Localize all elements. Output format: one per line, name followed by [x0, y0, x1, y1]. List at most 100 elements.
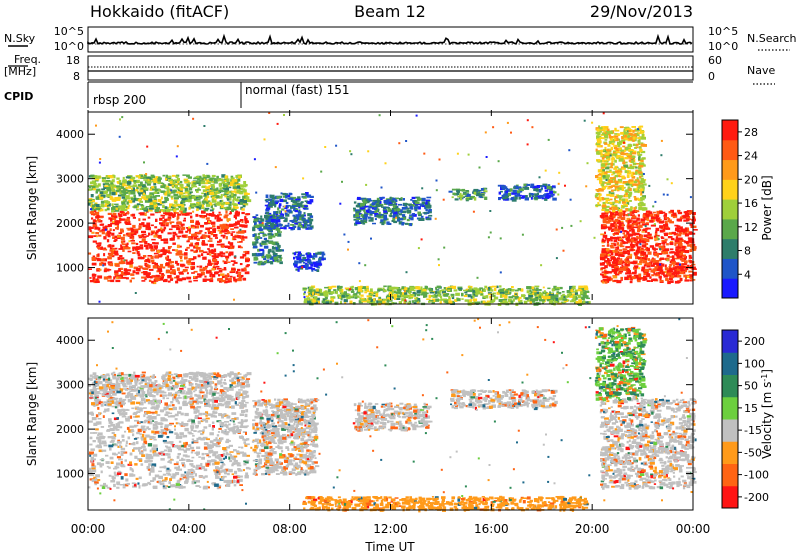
- power-cell-0: [153, 245, 158, 249]
- power-cell-3: [293, 215, 298, 219]
- power-cell-9: [638, 236, 643, 240]
- power-cell-10: [632, 143, 636, 146]
- power-cell-7: [544, 189, 549, 192]
- power-cell-0: [176, 235, 182, 238]
- power-cell-8: [503, 301, 509, 305]
- power-cell-0: [212, 257, 216, 260]
- power-cell-3: [307, 220, 311, 223]
- power-noise-cell: [546, 194, 548, 197]
- power-cell-0: [216, 260, 219, 265]
- power-cell-0: [230, 245, 235, 248]
- power-cell-9: [669, 267, 673, 270]
- power-cell-5: [375, 209, 379, 213]
- power-cell-1: [184, 207, 187, 211]
- power-cell-9: [640, 249, 645, 251]
- power-cell-8: [542, 300, 546, 303]
- power-cell-0: [109, 249, 113, 252]
- power-cell-5: [421, 197, 426, 202]
- power-cell-8: [435, 289, 440, 291]
- power-cell-0: [145, 275, 150, 278]
- power-cell-3: [288, 227, 293, 229]
- power-cell-3: [282, 195, 287, 198]
- power-cell-7: [547, 184, 551, 186]
- power-cell-1: [106, 177, 110, 180]
- power-cell-8: [349, 300, 353, 304]
- power-cell-9: [602, 220, 607, 224]
- freq-tick-top: 18: [66, 54, 80, 67]
- power-cell-8: [326, 291, 332, 294]
- power-cell-8: [354, 287, 358, 291]
- power-cell-5: [381, 222, 385, 226]
- power-cell-10: [615, 151, 621, 154]
- power-cell-10: [611, 160, 614, 163]
- power-cell-2: [253, 261, 258, 264]
- power-cell-5: [383, 210, 388, 213]
- power-cell-1: [121, 180, 125, 183]
- power-cell-3: [276, 215, 282, 218]
- power-cell-0: [129, 227, 134, 231]
- power-cell-8: [585, 301, 589, 304]
- power-cell-8: [377, 288, 382, 291]
- nsearch-label: N.Search: [747, 32, 797, 45]
- power-cell-8: [562, 298, 568, 301]
- power-cell-9: [607, 271, 612, 274]
- power-cell-10: [606, 183, 611, 185]
- power-cell-9: [679, 277, 683, 281]
- power-cell-10: [614, 127, 617, 131]
- power-cell-0: [102, 248, 108, 251]
- power-cell-0: [206, 213, 211, 216]
- power-cell-5: [362, 217, 368, 221]
- power-cell-4: [293, 252, 297, 256]
- power-cell-10: [625, 154, 631, 156]
- power-cell-0: [117, 235, 121, 238]
- power-cell-9: [679, 217, 684, 220]
- power-cell-9: [629, 280, 633, 284]
- power-cell-3: [295, 208, 298, 210]
- power-cell-9: [614, 266, 619, 268]
- power-cell-9: [606, 248, 610, 251]
- power-cell-9: [655, 244, 659, 247]
- power-cell-5: [428, 214, 433, 217]
- power-cell-9: [642, 241, 647, 244]
- power-cell-2: [259, 228, 264, 231]
- power-cell-0: [91, 217, 94, 220]
- power-cell-3: [273, 224, 279, 228]
- power-cell-9: [601, 267, 606, 269]
- power-cell-9: [610, 214, 613, 217]
- power-cell-0: [102, 258, 107, 262]
- power-cell-6: [484, 196, 488, 200]
- power-cell-0: [142, 224, 147, 228]
- power-cell-8: [311, 289, 316, 293]
- power-cell-0: [237, 220, 241, 223]
- power-cell-10: [638, 154, 641, 159]
- power-cell-9: [613, 279, 619, 282]
- power-cell-1: [120, 208, 126, 211]
- power-cell-0: [189, 244, 193, 247]
- power-cell-7: [514, 187, 519, 189]
- power-cell-0: [120, 271, 124, 275]
- power-cell-0: [218, 211, 221, 214]
- power-cell-10: [639, 188, 644, 192]
- power-cell-0: [103, 276, 109, 280]
- power-cell-0: [123, 234, 126, 237]
- power-cell-8: [307, 286, 310, 289]
- power-cell-8: [571, 300, 576, 302]
- power-cell-10: [607, 128, 610, 131]
- power-cell-2: [267, 259, 270, 262]
- power-noise-cell: [662, 193, 665, 196]
- power-cell-0: [126, 232, 132, 235]
- power-cell-10: [633, 196, 637, 198]
- power-cell-0: [212, 225, 216, 228]
- power-cell-7: [505, 190, 509, 193]
- power-cell-9: [662, 229, 666, 232]
- power-cell-8: [514, 294, 517, 297]
- power-cell-0: [127, 211, 129, 215]
- power-cell-6: [478, 191, 481, 193]
- power-cell-0: [160, 227, 163, 230]
- power-cell-0: [141, 222, 145, 226]
- power-cell-0: [235, 221, 240, 225]
- power-cell-10: [596, 140, 602, 144]
- power-cell-1: [210, 183, 215, 187]
- power-cell-9: [669, 277, 673, 281]
- power-cell-1: [222, 188, 228, 190]
